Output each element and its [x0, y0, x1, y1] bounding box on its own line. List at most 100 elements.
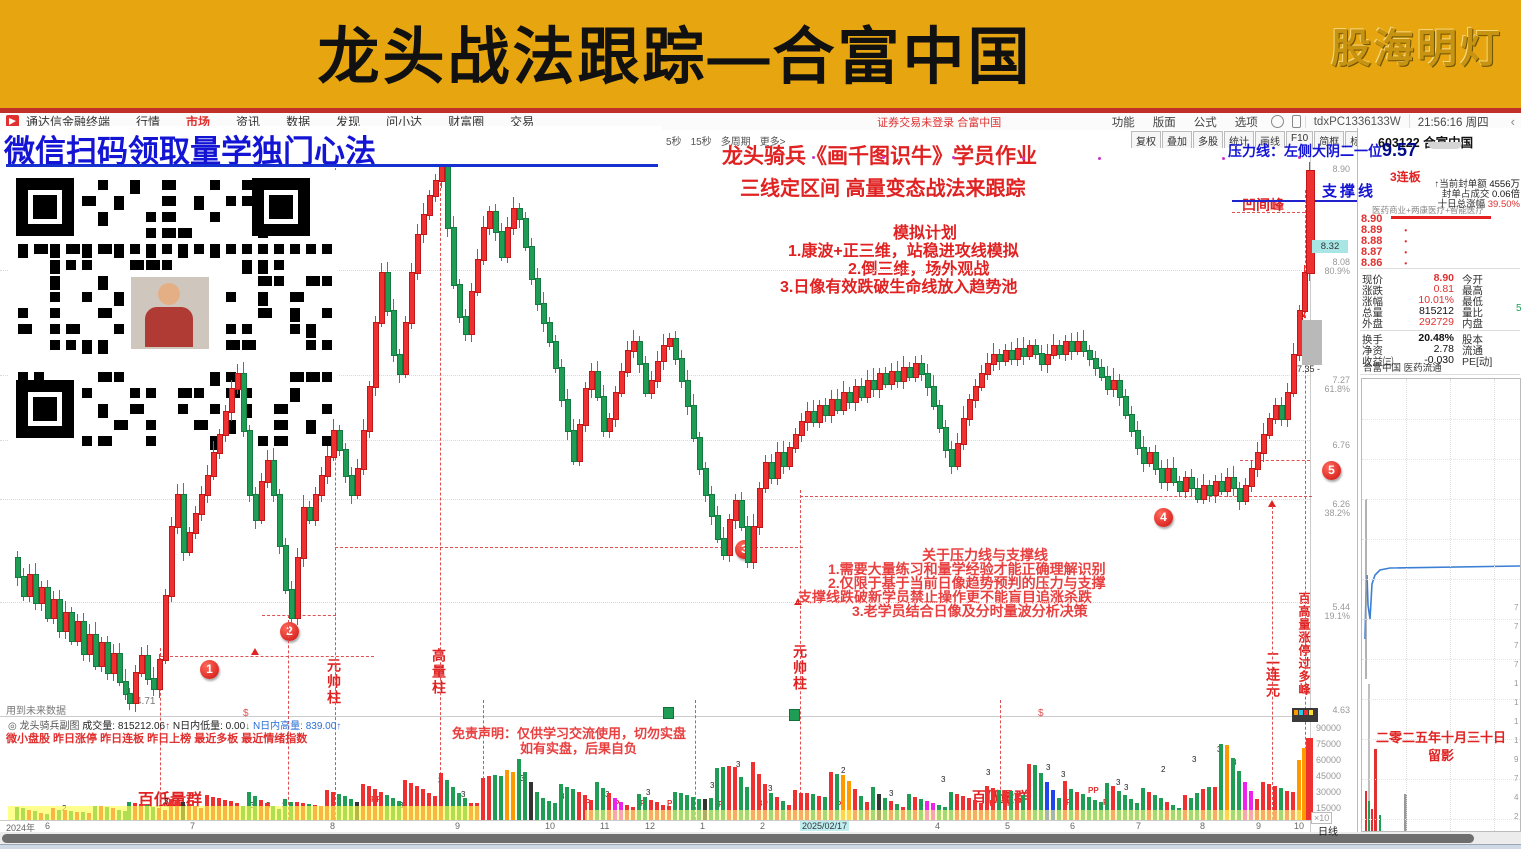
- menu-item-2[interactable]: 资讯: [236, 115, 261, 129]
- period-1[interactable]: 15秒: [690, 137, 712, 148]
- date-label: 7: [1136, 821, 1142, 831]
- candle-body: [943, 426, 949, 452]
- bottom-strip: [0, 844, 1521, 849]
- period-3[interactable]: 更多>: [759, 137, 786, 148]
- candle-body: [403, 322, 409, 376]
- candle-body: [211, 451, 217, 477]
- date-axis: [0, 820, 1310, 834]
- volume-bar: [529, 782, 533, 820]
- candle-body: [325, 455, 331, 477]
- candle-body: [1051, 345, 1057, 357]
- menu-right-0[interactable]: 功能: [1111, 116, 1135, 129]
- clipped-axis-digit: 1: [1514, 698, 1519, 707]
- candle-body: [1249, 468, 1255, 487]
- candle-body: [445, 163, 451, 230]
- date-label: 8: [330, 821, 336, 831]
- menu-right-2[interactable]: 公式: [1193, 116, 1217, 129]
- high-volume-value: N日内高量: 839.00↑: [252, 721, 342, 732]
- candle-body: [817, 404, 823, 424]
- candle-body: [481, 227, 487, 261]
- menu-right-1[interactable]: 版面: [1152, 116, 1176, 129]
- clock: 21:56:16 周四: [1408, 113, 1497, 130]
- volume-bar: [1183, 795, 1187, 820]
- candle-body: [739, 500, 745, 528]
- candle-body: [45, 586, 51, 620]
- indicator-name[interactable]: ◎ 龙头骑兵副图: [8, 721, 80, 732]
- page-title: 龙头战法跟踪—合富中国: [317, 23, 1033, 92]
- volume-unit: ×10: [1311, 812, 1333, 824]
- volume-bar: [991, 787, 995, 820]
- tool-button-画线[interactable]: 画线: [1255, 131, 1285, 150]
- menu-right-3[interactable]: 选项: [1234, 116, 1258, 129]
- menu-item-5[interactable]: 问小达: [386, 115, 423, 129]
- candle-body: [205, 474, 211, 496]
- title-banner: 龙头战法跟踪—合富中国 股海明灯: [0, 0, 1521, 108]
- period-0[interactable]: 5秒: [666, 137, 682, 148]
- menu-item-0[interactable]: 行情: [136, 115, 161, 129]
- candle-body: [1075, 341, 1081, 353]
- volume-bar: [1237, 770, 1241, 820]
- clipped-axis-digit: 1: [1514, 717, 1519, 726]
- volume-bar: [613, 797, 617, 820]
- candle-body: [1141, 446, 1147, 465]
- panel-collapse-handle[interactable]: [1428, 142, 1462, 149]
- volume-bar: [505, 769, 509, 820]
- candle-body: [81, 620, 87, 655]
- candle-body: [919, 363, 925, 376]
- candle-body: [133, 671, 139, 705]
- sector-tags[interactable]: 医药商业+两康医疗+智能医疗: [1372, 205, 1484, 215]
- candle-body: [1087, 350, 1093, 360]
- candle-body: [421, 214, 427, 236]
- volume-bar: [823, 797, 827, 820]
- candle-body: [505, 227, 511, 259]
- axis-label: 7.27: [1332, 375, 1350, 385]
- volume-bar: [1129, 799, 1133, 820]
- candle-body: [703, 468, 709, 496]
- candle-body: [835, 398, 841, 411]
- menu-item-1[interactable]: 市场: [186, 115, 211, 129]
- candle-body: [427, 195, 433, 217]
- period-switcher: 5秒 15秒 多周期 更多>: [666, 133, 795, 148]
- volume-bar: [1087, 796, 1091, 820]
- stock-tab[interactable]: 合富中国 医药流通: [1363, 363, 1442, 374]
- candle-body: [1302, 271, 1308, 312]
- candle-body: [1225, 477, 1231, 493]
- collapse-chevron-icon[interactable]: ‹: [1510, 114, 1515, 129]
- candle-body: [1081, 341, 1087, 353]
- candle-body: [469, 290, 475, 335]
- menu-item-3[interactable]: 数据: [286, 115, 311, 129]
- period-2[interactable]: 多周期: [720, 137, 751, 148]
- volume-bar: [955, 793, 959, 820]
- scrollbar-handle[interactable]: [2, 834, 1474, 843]
- menu-item-4[interactable]: 发现: [336, 115, 361, 129]
- volume-bar: [511, 771, 515, 820]
- candle-body: [1033, 345, 1039, 355]
- login-notice: 证券交易未登录 合富中国: [877, 116, 1002, 129]
- candle-body: [811, 411, 817, 424]
- candle-body: [301, 506, 307, 560]
- candle-body: [1213, 481, 1219, 496]
- candle-body: [307, 506, 313, 522]
- volume-bar: [1249, 791, 1253, 820]
- candle-body: [1105, 375, 1111, 391]
- candle-body: [1069, 341, 1075, 353]
- clipped-axis-digit: 4: [1514, 793, 1519, 802]
- menu-item-6[interactable]: 财富圈: [448, 115, 485, 129]
- support-icon[interactable]: [1270, 115, 1284, 128]
- axis-drag-handle[interactable]: [1302, 320, 1322, 365]
- candle-body: [157, 658, 163, 691]
- menu-item-7[interactable]: 交易: [510, 115, 535, 129]
- candle-body: [199, 493, 205, 515]
- candle-body: [463, 316, 469, 335]
- mobile-icon[interactable]: [1291, 115, 1301, 128]
- candle-body: [1057, 345, 1063, 355]
- candle-body: [1267, 417, 1273, 437]
- clipped-axis-digit: 7: [1514, 641, 1519, 650]
- volume-bar: [1219, 744, 1223, 820]
- candle-body: [883, 373, 889, 386]
- candle-body: [229, 388, 235, 414]
- sell-queue-bar: [1391, 216, 1491, 219]
- date-label: 2025/02/17: [800, 821, 850, 831]
- volume-bar: [763, 784, 767, 820]
